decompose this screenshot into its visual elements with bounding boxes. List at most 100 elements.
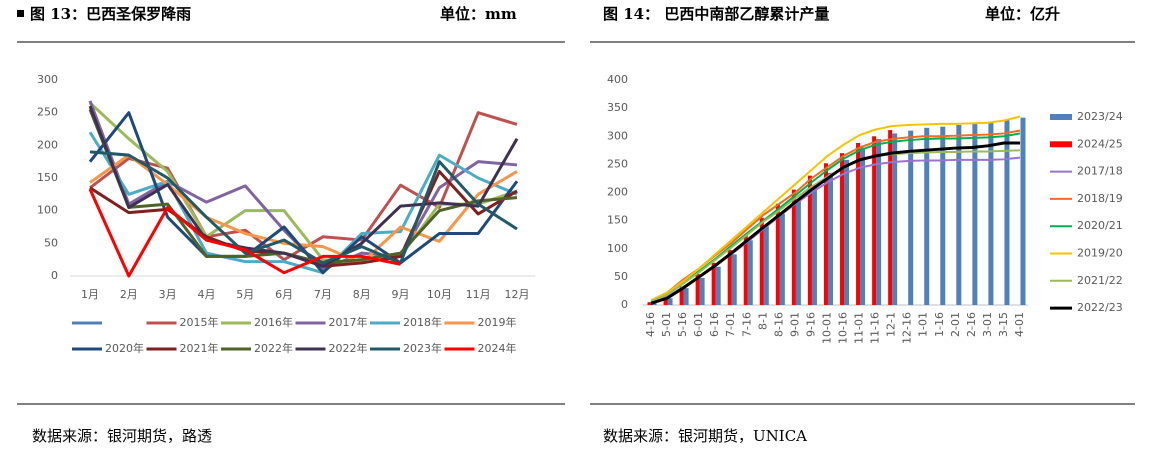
- bar: [795, 200, 801, 305]
- y-tick-label: 250: [607, 157, 628, 170]
- legend-label: 2018/19: [1077, 192, 1123, 205]
- x-tick-label: 5-01: [660, 312, 673, 337]
- bar: [695, 274, 700, 305]
- x-tick-label: 1月: [81, 288, 99, 301]
- x-tick-label: 8月: [353, 288, 371, 301]
- x-tick-label: 2-01: [949, 312, 962, 337]
- legend-label: 2019年: [478, 315, 517, 329]
- x-tick-label: 10-16: [837, 312, 850, 344]
- bar: [972, 123, 978, 305]
- x-tick-label: 6-16: [708, 312, 721, 337]
- bar: [763, 226, 769, 305]
- x-tick-label: 5-16: [676, 312, 689, 337]
- series-line: [650, 132, 1021, 302]
- x-tick-label: 8-1: [756, 312, 769, 330]
- x-tick-label: 4-16: [644, 312, 657, 337]
- y-tick-label: 200: [607, 186, 628, 199]
- bar: [872, 136, 877, 305]
- bar: [651, 303, 657, 305]
- bar: [844, 159, 850, 305]
- legend-label: 2015年: [180, 315, 219, 329]
- source: 数据来源：银河期货，UNICA: [603, 427, 807, 445]
- x-tick-label: 3-01: [981, 312, 994, 337]
- x-tick-label: 12月: [505, 288, 530, 301]
- bar: [667, 298, 673, 305]
- legend-label: 2022年: [329, 341, 368, 355]
- bar: [940, 126, 946, 305]
- series-line: [650, 141, 1020, 305]
- bar: [759, 217, 764, 305]
- bar: [727, 249, 732, 305]
- x-tick-label: 3月: [159, 288, 177, 301]
- y-tick-label: 250: [37, 106, 58, 119]
- legend-label: 2021/22: [1077, 274, 1123, 287]
- legend-label: 2017年: [329, 315, 368, 329]
- x-tick-label: 9-01: [788, 312, 801, 337]
- y-tick-label: 150: [607, 214, 628, 227]
- y-tick-label: 0: [51, 269, 58, 282]
- x-tick-label: 4月: [197, 288, 215, 301]
- x-tick-label: 9月: [392, 288, 410, 301]
- legend-label: 2024/25: [1077, 137, 1123, 150]
- x-tick-label: 7-16: [740, 312, 753, 337]
- bar: [775, 203, 780, 305]
- series-line: [650, 156, 1021, 304]
- figure-title: 图 13：巴西圣保罗降雨: [30, 5, 191, 23]
- bar: [743, 234, 748, 305]
- y-tick-label: 50: [614, 270, 628, 283]
- bar: [731, 254, 737, 305]
- bar: [827, 172, 833, 305]
- bar: [1020, 117, 1026, 305]
- bar: [1004, 119, 1010, 305]
- x-tick-label: 12-1: [885, 312, 898, 337]
- bar: [856, 143, 861, 305]
- source: 数据来源：银河期货，路透: [32, 427, 212, 445]
- legend-label: 2019/20: [1077, 247, 1123, 260]
- unit-label: 单位：亿升: [985, 5, 1060, 23]
- x-tick-label: 10-01: [820, 312, 833, 344]
- bar: [876, 139, 882, 305]
- bar: [956, 125, 962, 305]
- legend-label: 2016年: [254, 315, 293, 329]
- bar: [647, 302, 652, 305]
- legend-label: 2021年: [180, 341, 219, 355]
- y-tick-label: 0: [621, 298, 628, 311]
- x-tick-label: 8-16: [772, 312, 785, 337]
- x-tick-label: 6月: [275, 288, 293, 301]
- series-line: [650, 115, 1021, 302]
- series-line: [88, 105, 519, 268]
- x-tick-label: 12-16: [901, 312, 914, 344]
- x-tick-label: 2月: [120, 288, 138, 301]
- y-tick-label: 350: [607, 101, 628, 114]
- legend-label: 2022年: [254, 341, 293, 355]
- bar: [888, 130, 893, 305]
- x-tick-label: 3-15: [997, 312, 1010, 337]
- y-tick-label: 150: [37, 171, 58, 184]
- x-tick-label: 9-16: [804, 312, 817, 337]
- legend-label: 2022/23: [1077, 301, 1123, 314]
- bullet: [17, 10, 24, 17]
- legend-label: 2023/24: [1077, 110, 1123, 123]
- legend-swatch: [1050, 141, 1072, 148]
- bar: [791, 189, 796, 305]
- y-tick-label: 200: [37, 138, 58, 151]
- x-tick-label: 11-16: [869, 312, 882, 344]
- series-line: [89, 150, 518, 265]
- bar: [699, 278, 705, 305]
- x-tick-label: 7-01: [724, 312, 737, 337]
- bar: [811, 186, 817, 305]
- bar: [840, 153, 845, 305]
- bar: [860, 147, 866, 305]
- x-tick-label: 5月: [236, 288, 254, 301]
- x-tick-label: 4-01: [1013, 312, 1026, 337]
- x-tick-label: 6-01: [692, 312, 705, 337]
- series-line: [88, 131, 518, 275]
- legend-label: 2018年: [403, 315, 442, 329]
- legend-label: 2017/18: [1077, 165, 1123, 178]
- bar: [823, 163, 828, 305]
- y-tick-label: 100: [607, 242, 628, 255]
- series-line: [88, 188, 401, 278]
- unit-label: 单位：mm: [440, 5, 517, 23]
